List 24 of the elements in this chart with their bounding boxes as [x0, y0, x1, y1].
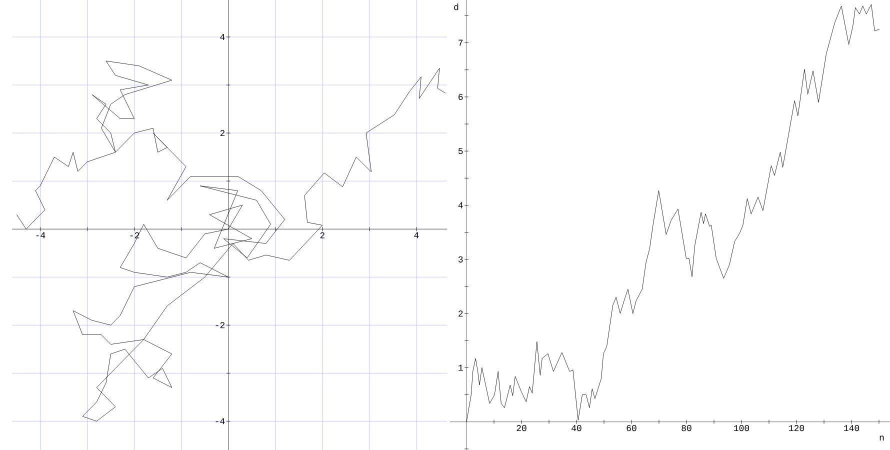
y-tick-label: 5	[458, 148, 463, 154]
y-axis-title: d	[454, 4, 458, 10]
x-tick-label: 40	[572, 425, 582, 432]
y-tick-label: 3	[458, 256, 463, 262]
x-tick-label: 60	[626, 425, 636, 432]
y-tick-label: 7	[458, 40, 463, 46]
x-tick-label: 2	[320, 232, 324, 238]
x-tick-label: 120	[789, 425, 804, 432]
y-tick-label: 1	[458, 364, 463, 371]
y-tick-label: -2	[216, 322, 224, 328]
x-tick-label: 80	[682, 425, 692, 432]
x-tick-label: -2	[130, 232, 140, 238]
x-tick-label: 140	[844, 425, 860, 432]
x-axis-title: n	[880, 436, 884, 440]
y-tick-label: 4	[220, 34, 225, 40]
y-tick-label: -4	[216, 418, 225, 424]
y-tick-label: 2	[458, 310, 463, 317]
x-tick-label: 100	[734, 425, 750, 432]
x-tick-label: -4	[36, 232, 46, 238]
y-tick-label: 4	[458, 202, 463, 208]
x-tick-label: 4	[414, 232, 419, 238]
x-tick-label: 20	[516, 425, 526, 432]
y-tick-label: 2	[220, 130, 224, 136]
y-tick-label: 6	[458, 94, 463, 100]
